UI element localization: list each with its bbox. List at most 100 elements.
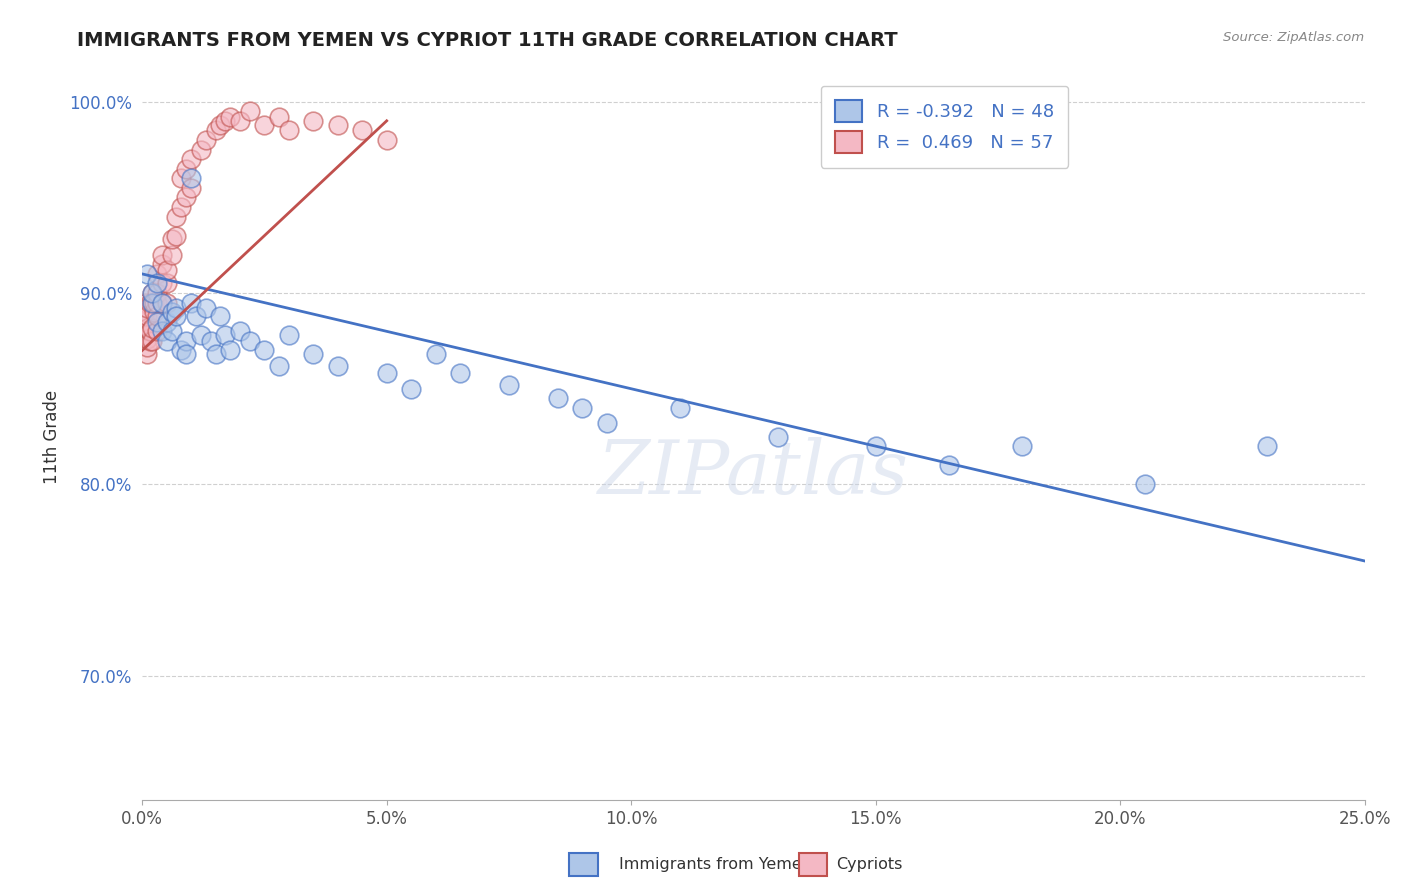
Point	[136, 301, 159, 316]
Point	[136, 320, 159, 334]
Point	[1256, 439, 1278, 453]
Point	[326, 359, 349, 373]
Point	[136, 340, 159, 354]
Point	[214, 328, 236, 343]
Point	[146, 277, 169, 291]
Point	[190, 143, 212, 157]
Point	[146, 309, 169, 323]
Point	[352, 123, 374, 137]
Point	[143, 295, 166, 310]
Point	[134, 305, 156, 319]
Point	[170, 200, 193, 214]
Point	[219, 110, 242, 124]
Point	[184, 309, 207, 323]
Point	[136, 347, 159, 361]
Point	[938, 458, 960, 473]
Point	[150, 295, 173, 310]
Point	[194, 133, 217, 147]
Point	[146, 295, 169, 310]
Point	[141, 295, 163, 310]
Point	[138, 334, 160, 348]
Point	[180, 171, 202, 186]
Point	[425, 347, 447, 361]
Point	[375, 133, 398, 147]
Point	[150, 277, 173, 291]
Point	[160, 305, 183, 319]
Point	[766, 429, 789, 443]
Point	[174, 334, 197, 348]
Point	[150, 324, 173, 338]
Point	[571, 401, 593, 415]
Point	[156, 334, 179, 348]
Point	[219, 343, 242, 358]
Point	[190, 328, 212, 343]
Text: IMMIGRANTS FROM YEMEN VS CYPRIOT 11TH GRADE CORRELATION CHART: IMMIGRANTS FROM YEMEN VS CYPRIOT 11TH GR…	[77, 31, 898, 50]
Point	[141, 334, 163, 348]
Point	[136, 267, 159, 281]
Text: ZIPatlas: ZIPatlas	[598, 437, 908, 509]
Point	[170, 171, 193, 186]
Point	[141, 286, 163, 301]
Point	[239, 104, 262, 119]
Point	[141, 320, 163, 334]
Point	[277, 328, 299, 343]
Point	[146, 315, 169, 329]
Point	[180, 295, 202, 310]
Point	[170, 343, 193, 358]
Point	[165, 309, 187, 323]
Point	[180, 152, 202, 166]
Point	[180, 181, 202, 195]
Point	[146, 324, 169, 338]
Point	[150, 248, 173, 262]
Point	[160, 324, 183, 338]
Point	[302, 347, 325, 361]
Point	[209, 118, 232, 132]
Point	[138, 324, 160, 338]
Point	[269, 359, 291, 373]
Point	[160, 248, 183, 262]
Point	[156, 295, 179, 310]
Point	[1011, 439, 1033, 453]
Point	[141, 295, 163, 310]
Point	[143, 305, 166, 319]
Point	[150, 295, 173, 310]
Point	[146, 267, 169, 281]
Point	[174, 347, 197, 361]
Point	[135, 328, 157, 343]
Point	[136, 309, 159, 323]
Point	[302, 113, 325, 128]
Point	[229, 324, 252, 338]
Point	[209, 309, 232, 323]
Point	[375, 367, 398, 381]
Text: Cypriots: Cypriots	[837, 857, 903, 872]
Point	[253, 118, 276, 132]
Point	[156, 315, 179, 329]
Point	[229, 113, 252, 128]
Point	[1133, 477, 1156, 491]
Point	[669, 401, 692, 415]
Point	[165, 210, 187, 224]
Point	[204, 347, 226, 361]
Point	[136, 332, 159, 346]
Point	[134, 324, 156, 338]
Point	[156, 263, 179, 277]
Point	[269, 110, 291, 124]
Point	[214, 113, 236, 128]
Legend: R = -0.392   N = 48, R =  0.469   N = 57: R = -0.392 N = 48, R = 0.469 N = 57	[821, 86, 1069, 168]
Point	[194, 301, 217, 316]
Point	[326, 118, 349, 132]
Point	[138, 295, 160, 310]
Text: Immigrants from Yemen: Immigrants from Yemen	[619, 857, 811, 872]
Point	[165, 301, 187, 316]
Text: Source: ZipAtlas.com: Source: ZipAtlas.com	[1223, 31, 1364, 45]
Point	[134, 315, 156, 329]
Point	[253, 343, 276, 358]
Point	[135, 295, 157, 310]
Point	[204, 123, 226, 137]
Y-axis label: 11th Grade: 11th Grade	[44, 390, 60, 483]
Point	[547, 392, 569, 406]
Point	[150, 257, 173, 271]
Point	[160, 232, 183, 246]
Point	[239, 334, 262, 348]
Point	[865, 439, 887, 453]
